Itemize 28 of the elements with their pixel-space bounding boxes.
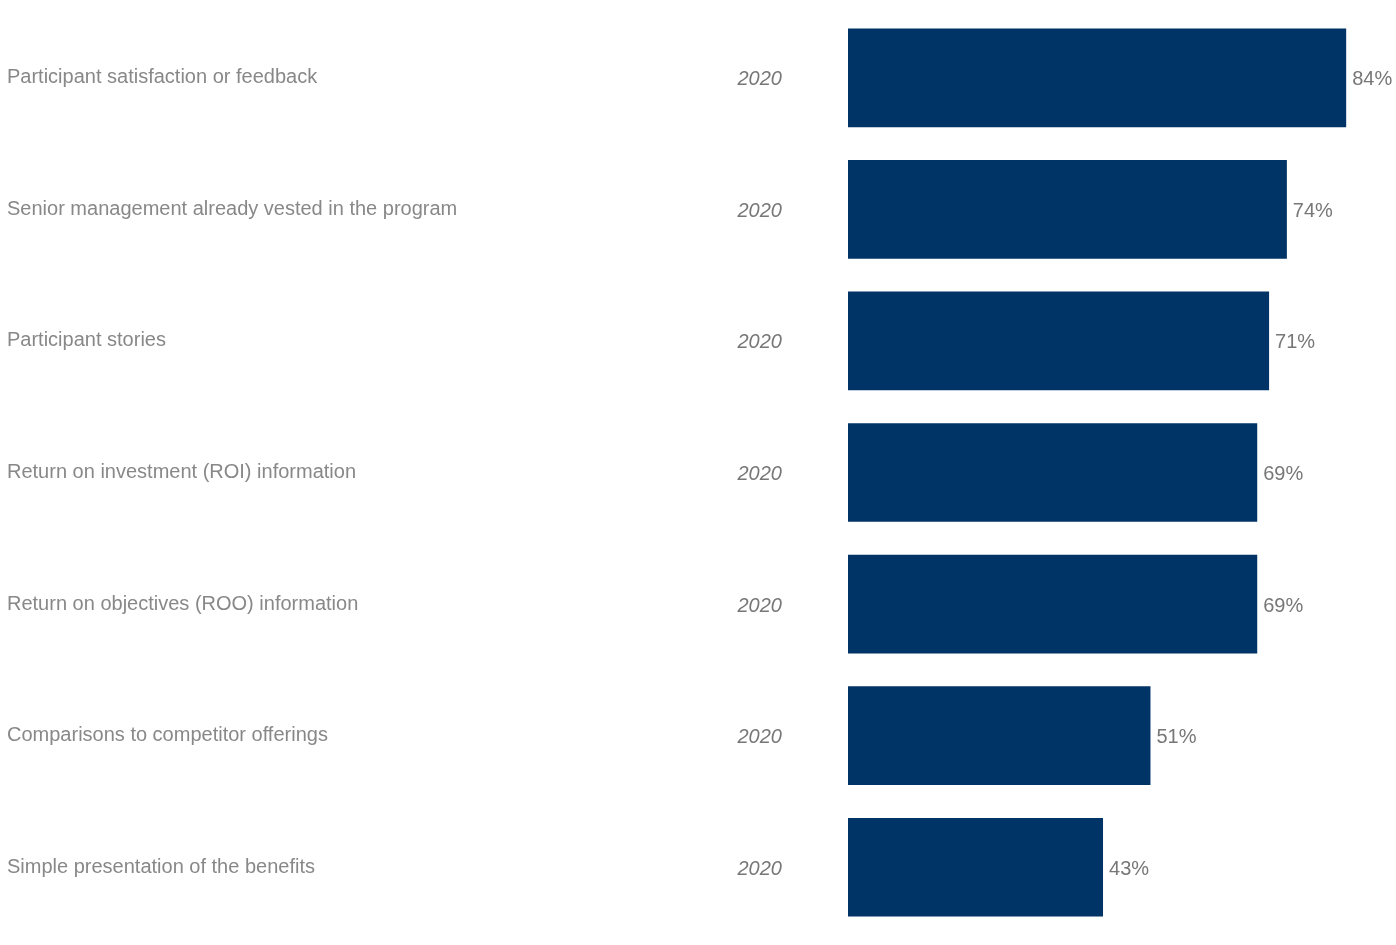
text: 2020 <box>737 856 782 879</box>
y-tick-label: Participant stories <box>7 328 166 351</box>
data-label: 71% <box>1275 330 1316 353</box>
y-tick-label: Comparisons to competitor offerings <box>7 723 328 746</box>
text: 2020 <box>737 725 782 748</box>
bar <box>848 554 1258 654</box>
text: 2020 <box>736 67 782 90</box>
data-label: 43% <box>1109 856 1150 879</box>
text: 2020 <box>737 593 782 616</box>
y-tick-label: Participant satisfaction or feedback <box>7 65 319 88</box>
y-tick-label: Simple presentation of the benefits <box>7 854 315 877</box>
bar <box>848 686 1151 785</box>
bar <box>848 160 1287 259</box>
data-label: 51% <box>1156 725 1197 748</box>
text: 2020 <box>737 330 782 353</box>
bar <box>848 423 1258 522</box>
y-tick-label: Return on objectives (ROO) information <box>7 591 359 614</box>
data-label: 69% <box>1263 593 1304 616</box>
data-label: 84% <box>1352 67 1393 90</box>
data-label: 74% <box>1292 198 1334 221</box>
text: 2020 <box>737 462 782 485</box>
bar <box>848 28 1347 128</box>
text: 2020 <box>737 198 782 221</box>
y-tick-label: Return on investment (ROI) information <box>7 460 357 483</box>
bar <box>848 291 1270 391</box>
data-label: 69% <box>1263 462 1304 485</box>
y-tick-label: Senior management already vested in the program <box>7 196 458 219</box>
bar <box>848 817 1104 917</box>
